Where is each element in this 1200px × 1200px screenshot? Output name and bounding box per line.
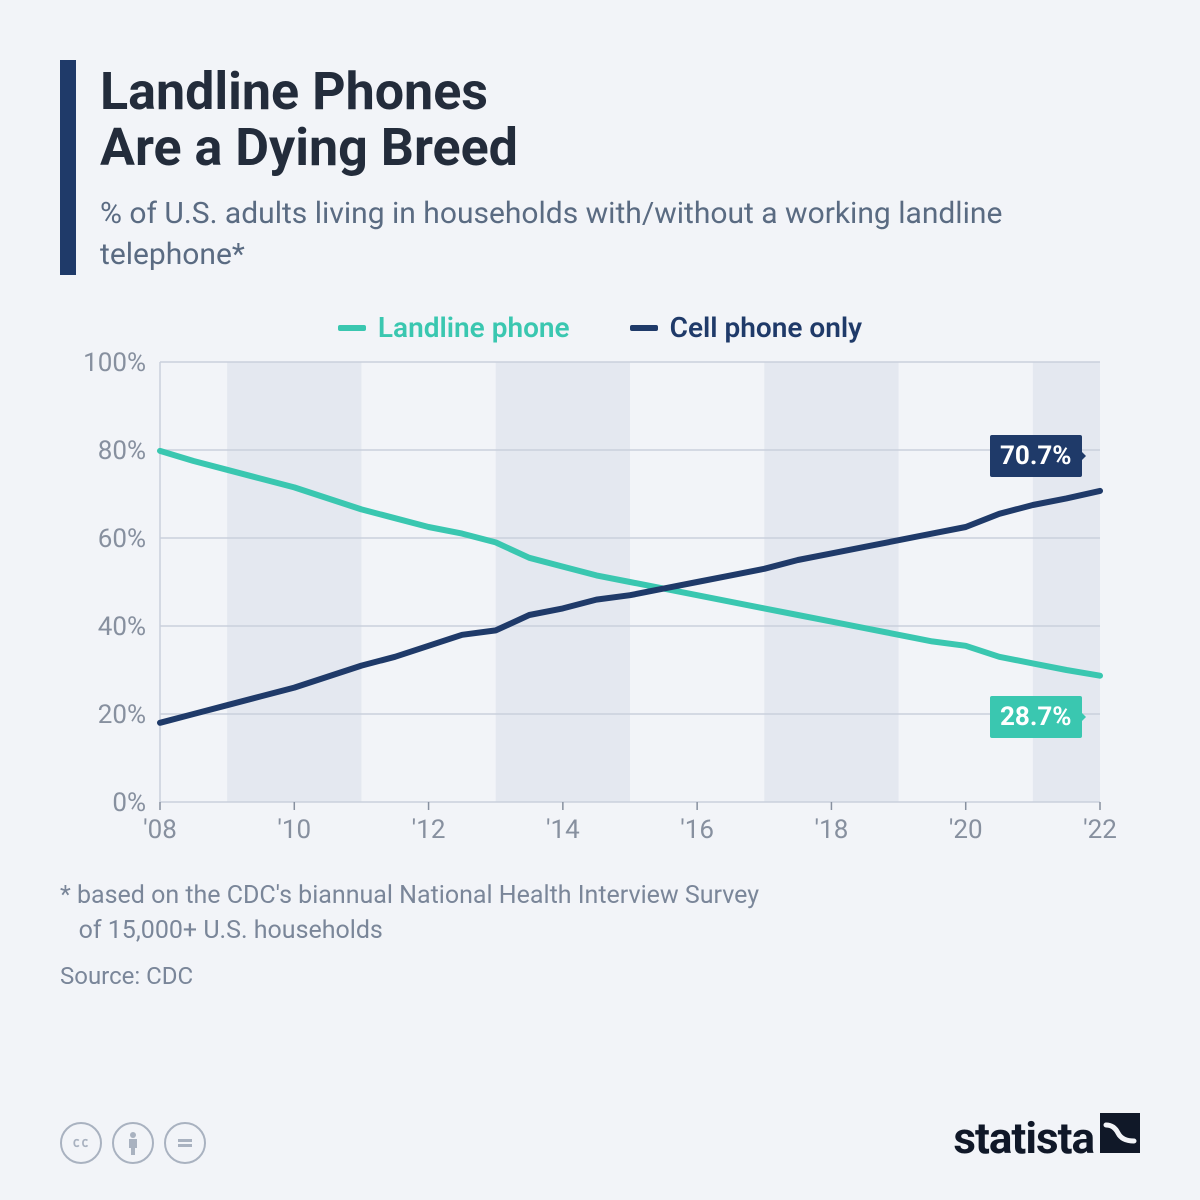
cc-icon: [60, 1122, 102, 1164]
end-label-cellonly: 70.7%: [990, 435, 1082, 477]
logo-mark-icon: [1100, 1113, 1140, 1153]
end-label-landline: 28.7%: [990, 696, 1082, 738]
cc-license-icons: [60, 1122, 206, 1164]
svg-text:'12: '12: [412, 815, 446, 845]
title-block: Landline Phones Are a Dying Breed % of U…: [100, 60, 1140, 275]
title: Landline Phones Are a Dying Breed: [100, 64, 1140, 176]
accent-bar: [60, 60, 76, 275]
svg-text:'20: '20: [949, 815, 983, 845]
legend-swatch: [630, 325, 658, 331]
line-chart: 0% 20% 40% 60% 80% 100% '08 '10 '12 '14 '16 '18 '20 '…: [70, 352, 1130, 852]
svg-text:20%: 20%: [98, 700, 146, 730]
nd-icon: [164, 1122, 206, 1164]
legend-item-cellonly: Cell phone only: [630, 311, 862, 344]
header: Landline Phones Are a Dying Breed % of U…: [60, 60, 1140, 275]
svg-text:40%: 40%: [98, 612, 146, 642]
source: Source: CDC: [60, 962, 1140, 990]
chart-container: 0% 20% 40% 60% 80% 100% '08 '10 '12 '14 '16 '18 '20 '…: [70, 352, 1130, 852]
statista-logo: statista: [953, 1112, 1140, 1164]
footnote-line-1: * based on the CDC's biannual National H…: [60, 881, 759, 910]
footer: statista: [60, 1112, 1140, 1164]
svg-text:100%: 100%: [83, 352, 146, 378]
title-line-2: Are a Dying Breed: [100, 117, 518, 178]
footnote: * based on the CDC's biannual National H…: [60, 878, 1140, 948]
legend-label: Landline phone: [378, 311, 570, 344]
legend-label: Cell phone only: [670, 311, 862, 344]
svg-text:'22: '22: [1083, 815, 1117, 845]
subtitle: % of U.S. adults living in households wi…: [100, 194, 1140, 275]
legend-item-landline: Landline phone: [338, 311, 570, 344]
svg-text:'16: '16: [680, 815, 714, 845]
legend: Landline phone Cell phone only: [60, 311, 1140, 344]
svg-text:60%: 60%: [98, 524, 146, 554]
infographic-card: Landline Phones Are a Dying Breed % of U…: [0, 0, 1200, 1200]
logo-text: statista: [953, 1112, 1094, 1164]
by-icon: [112, 1122, 154, 1164]
footnote-line-2: of 15,000+ U.S. households: [79, 916, 383, 945]
title-line-1: Landline Phones: [100, 61, 488, 122]
svg-text:'14: '14: [546, 815, 580, 845]
svg-text:'10: '10: [277, 815, 311, 845]
legend-swatch: [338, 325, 366, 331]
svg-text:'08: '08: [143, 815, 177, 845]
svg-text:80%: 80%: [98, 436, 146, 466]
svg-text:'18: '18: [815, 815, 849, 845]
svg-text:0%: 0%: [112, 788, 146, 818]
